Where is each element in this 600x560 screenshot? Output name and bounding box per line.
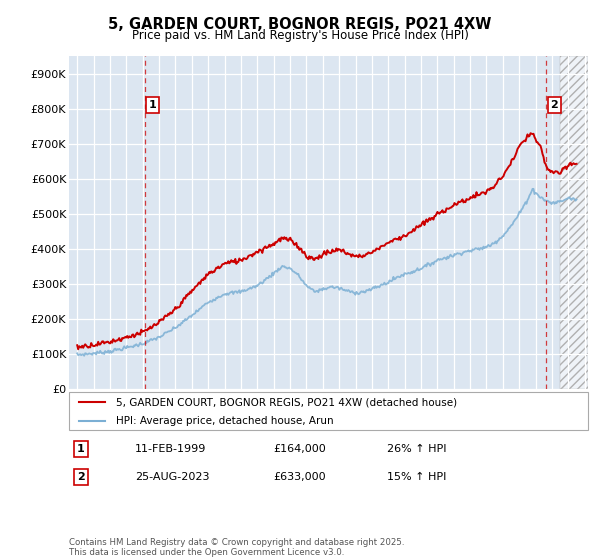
Text: 15% ↑ HPI: 15% ↑ HPI — [387, 472, 446, 482]
Text: 1: 1 — [77, 444, 85, 454]
Text: £164,000: £164,000 — [273, 444, 326, 454]
Text: Price paid vs. HM Land Registry's House Price Index (HPI): Price paid vs. HM Land Registry's House … — [131, 29, 469, 42]
Text: 11-FEB-1999: 11-FEB-1999 — [135, 444, 206, 454]
Text: 5, GARDEN COURT, BOGNOR REGIS, PO21 4XW: 5, GARDEN COURT, BOGNOR REGIS, PO21 4XW — [109, 17, 491, 32]
FancyBboxPatch shape — [69, 392, 588, 430]
Bar — [560, 56, 588, 389]
Text: 2: 2 — [550, 100, 558, 110]
Text: 25-AUG-2023: 25-AUG-2023 — [135, 472, 209, 482]
Text: £633,000: £633,000 — [273, 472, 326, 482]
Text: HPI: Average price, detached house, Arun: HPI: Average price, detached house, Arun — [116, 416, 334, 426]
Text: 1: 1 — [149, 100, 157, 110]
Text: Contains HM Land Registry data © Crown copyright and database right 2025.
This d: Contains HM Land Registry data © Crown c… — [69, 538, 404, 557]
Text: 2: 2 — [77, 472, 85, 482]
Text: 5, GARDEN COURT, BOGNOR REGIS, PO21 4XW (detached house): 5, GARDEN COURT, BOGNOR REGIS, PO21 4XW … — [116, 397, 457, 407]
Bar — [560, 56, 588, 389]
Text: 26% ↑ HPI: 26% ↑ HPI — [387, 444, 446, 454]
